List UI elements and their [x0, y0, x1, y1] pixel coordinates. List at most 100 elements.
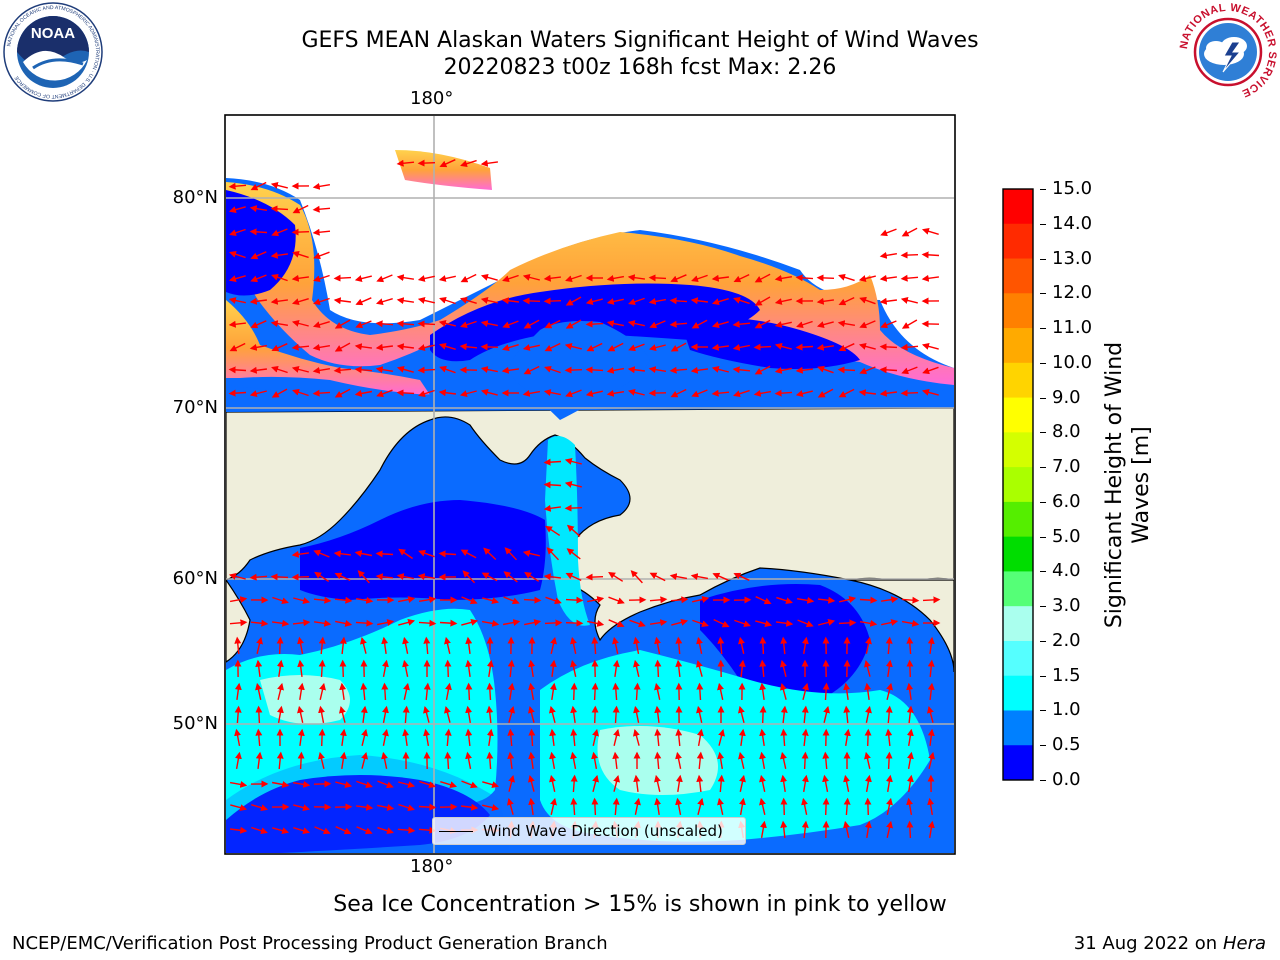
- wind-wave-arrow: [697, 797, 704, 815]
- wind-wave-arrow: [565, 572, 582, 582]
- wind-wave-arrow: [649, 320, 666, 329]
- wind-wave-arrow: [606, 389, 625, 397]
- colorbar-tick-label: 1.5: [1052, 664, 1081, 686]
- wind-wave-arrow: [459, 296, 477, 304]
- wind-wave-arrow: [837, 320, 856, 328]
- wind-wave-arrow: [501, 366, 519, 374]
- lon-tick-top: 180°: [410, 88, 454, 109]
- wind-wave-arrow: [733, 296, 750, 305]
- wind-wave-arrow: [312, 389, 331, 397]
- colorbar-tick-label: 6.0: [1052, 490, 1081, 512]
- wind-wave-arrow: [565, 619, 584, 627]
- wind-wave-arrow: [438, 342, 456, 350]
- wind-wave-arrow: [801, 751, 809, 770]
- wind-wave-arrow: [504, 547, 518, 561]
- wind-wave-arrow: [732, 366, 751, 374]
- wind-wave-arrow: [297, 705, 304, 723]
- wind-wave-arrow: [356, 803, 374, 811]
- wind-wave-arrow: [501, 344, 519, 352]
- wind-wave-arrow: [780, 774, 788, 793]
- wind-wave-arrow: [900, 343, 919, 351]
- wind-wave-arrow: [319, 682, 326, 700]
- wind-wave-arrow: [334, 319, 351, 329]
- wind-wave-arrow: [632, 728, 640, 746]
- wind-wave-arrow: [880, 320, 897, 329]
- wind-wave-arrow: [649, 619, 668, 627]
- colorbar-tick: [1040, 467, 1046, 469]
- wind-wave-arrow: [417, 320, 436, 328]
- colorbar-tick-label: 7.0: [1052, 456, 1081, 478]
- wind-wave-arrow: [360, 705, 368, 723]
- wind-wave-arrow: [356, 780, 373, 789]
- wind-wave-arrow: [838, 273, 855, 282]
- colorbar-tick: [1040, 675, 1046, 677]
- wind-wave-arrow: [249, 205, 268, 213]
- wind-wave-arrow: [864, 820, 872, 839]
- wind-wave-arrow: [927, 728, 935, 746]
- wind-wave-arrow: [291, 573, 310, 581]
- wind-wave-arrow: [481, 572, 498, 582]
- wind-wave-arrow: [780, 820, 788, 839]
- wind-wave-arrow: [234, 636, 242, 655]
- wind-wave-arrow: [270, 251, 288, 259]
- wind-wave-arrow: [838, 343, 855, 352]
- wind-wave-arrow: [927, 820, 935, 839]
- colorbar-tick-label: 13.0: [1052, 247, 1093, 269]
- wind-wave-arrow: [670, 274, 687, 283]
- wind-wave-arrow: [591, 705, 599, 724]
- wind-wave-arrow: [480, 320, 498, 327]
- wind-wave-arrow: [864, 728, 872, 747]
- wind-wave-arrow: [251, 804, 269, 812]
- wind-wave-arrow: [675, 728, 683, 747]
- wind-wave-arrow: [654, 659, 662, 678]
- wind-wave-arrow: [630, 570, 643, 584]
- wind-wave-arrow: [459, 343, 478, 351]
- wind-wave-arrow: [879, 274, 897, 282]
- wind-wave-arrow: [570, 705, 578, 723]
- wind-wave-arrow: [523, 596, 542, 604]
- colorbar-tick: [1040, 640, 1046, 642]
- wind-wave-arrow: [859, 320, 876, 329]
- colorbar-tick: [1040, 571, 1046, 573]
- wind-wave-arrow: [543, 481, 562, 489]
- wind-wave-arrow: [759, 797, 766, 815]
- wind-wave-arrow: [528, 728, 536, 747]
- wind-wave-arrow: [649, 596, 668, 604]
- wind-wave-arrow: [528, 705, 535, 723]
- sea-ice-belt: [226, 182, 954, 385]
- wind-wave-arrow: [633, 705, 640, 723]
- wind-wave-arrow: [292, 388, 309, 397]
- wind-wave-arrow: [585, 298, 603, 305]
- wind-wave-arrow: [229, 780, 248, 788]
- wind-wave-arrow: [318, 636, 326, 655]
- wind-wave-arrow: [696, 682, 704, 701]
- wind-wave-arrow: [759, 820, 767, 839]
- colorbar-tick: [1040, 293, 1046, 295]
- chart-title: GEFS MEAN Alaskan Waters Significant Hei…: [301, 28, 979, 53]
- wind-wave-arrow: [927, 705, 934, 723]
- wind-wave-arrow: [249, 343, 268, 351]
- wind-wave-arrow: [375, 573, 393, 581]
- wind-wave-arrow: [801, 636, 809, 655]
- wind-wave-arrow: [418, 803, 437, 811]
- wind-wave-arrow: [822, 682, 830, 701]
- wind-wave-arrow: [717, 636, 725, 655]
- wind-wave-arrow: [906, 705, 914, 724]
- wind-wave-arrow: [774, 274, 793, 282]
- wind-wave-arrow: [886, 797, 893, 815]
- wind-wave-arrow: [461, 618, 479, 626]
- wind-wave-arrow: [312, 182, 331, 190]
- wind-wave-arrow: [717, 682, 724, 700]
- wind-wave-arrow: [549, 774, 556, 792]
- wind-wave-arrow: [885, 774, 893, 793]
- wind-wave-arrow: [228, 182, 247, 190]
- wind-wave-arrow: [732, 320, 751, 328]
- wind-wave-arrow: [711, 321, 729, 329]
- wind-wave-arrow: [795, 366, 813, 374]
- wind-wave-arrow: [276, 751, 284, 770]
- wind-wave-arrow: [901, 619, 920, 627]
- wind-wave-arrow: [522, 297, 541, 305]
- wind-wave-arrow: [774, 321, 792, 328]
- wind-wave-arrow: [675, 636, 683, 655]
- wind-wave-arrow: [606, 274, 625, 282]
